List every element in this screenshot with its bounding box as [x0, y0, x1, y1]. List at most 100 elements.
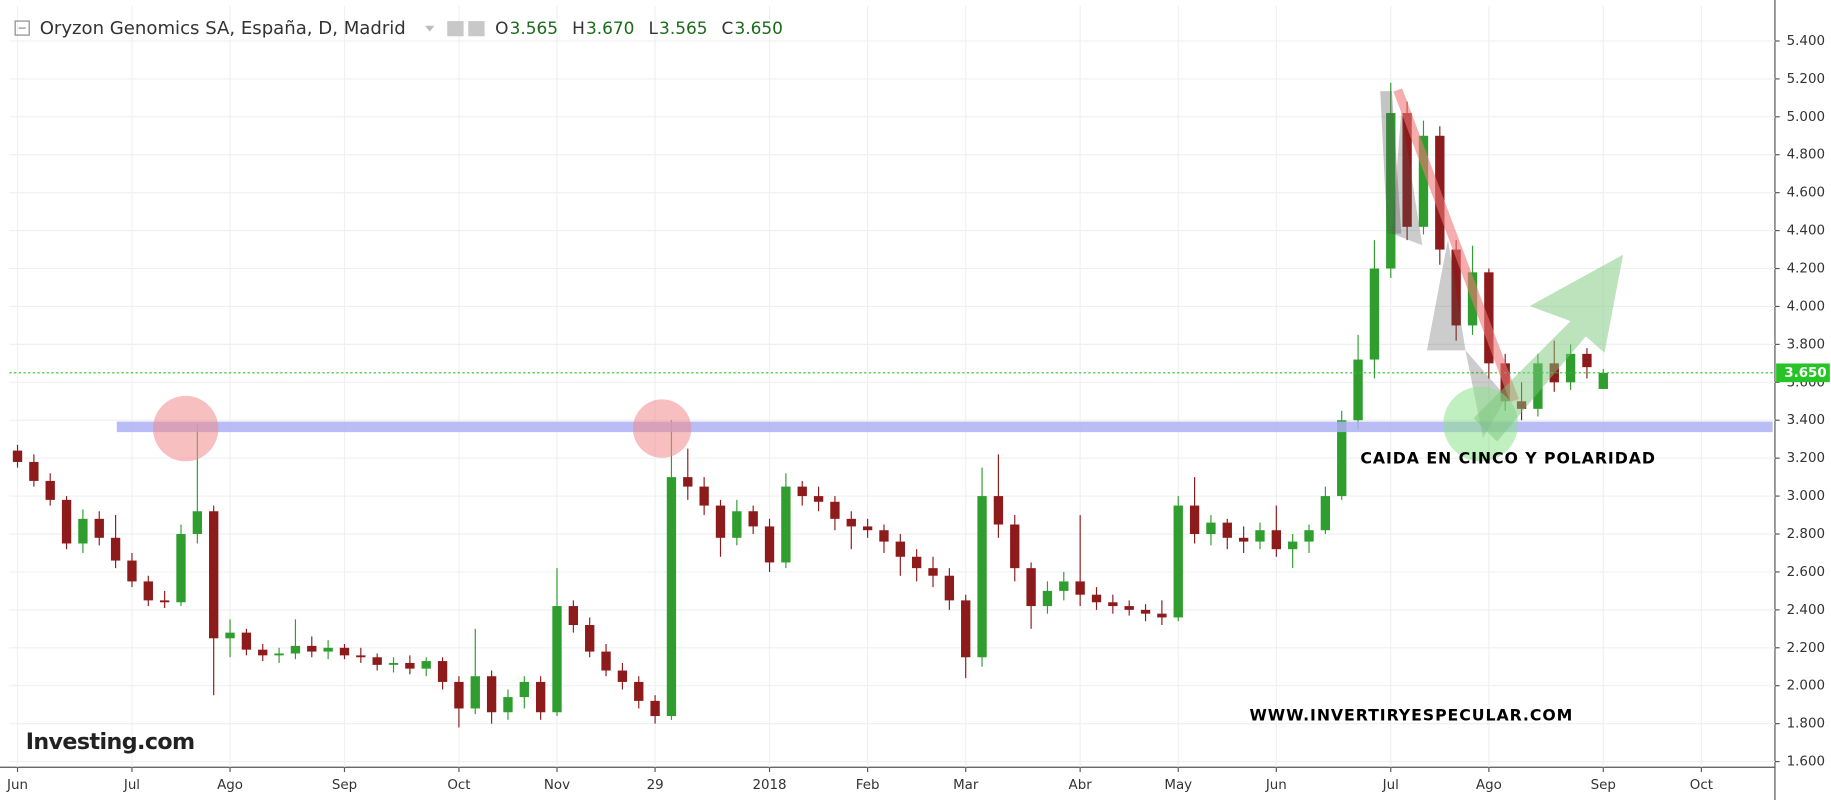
- candle-body: [1451, 249, 1461, 326]
- candle-body: [209, 511, 219, 639]
- candle-body: [1206, 522, 1216, 535]
- candle-body: [895, 541, 905, 557]
- wave-triangle: [1426, 239, 1466, 351]
- x-tick-label: 29: [647, 778, 664, 793]
- ohlc-value: 3.670: [586, 18, 634, 38]
- y-tick-label: 2.800: [1787, 527, 1825, 542]
- candle-body: [1337, 420, 1347, 497]
- y-tick-label: 5.000: [1787, 110, 1825, 125]
- ohlc-key: L: [648, 18, 658, 38]
- candle-body: [748, 511, 758, 527]
- candle-body: [356, 655, 366, 658]
- y-tick-label: 2.000: [1787, 679, 1825, 694]
- candle-body: [1484, 272, 1494, 364]
- candle-body: [715, 505, 726, 538]
- candles: [9, 82, 1775, 728]
- candle-body: [307, 645, 317, 652]
- settings-icon[interactable]: [468, 21, 485, 37]
- up-arrow: [1473, 254, 1624, 442]
- watermark: Investing.com: [26, 729, 195, 755]
- ohlc-value: 3.565: [510, 18, 558, 38]
- candle-body: [1140, 609, 1151, 614]
- x-tick-label: Feb: [856, 778, 880, 793]
- y-tick-label: 1.800: [1787, 717, 1825, 732]
- candle-body: [454, 681, 464, 709]
- annotation: WWW.INVERTIRYESPECULAR.COM: [1249, 705, 1573, 724]
- x-tick-label: Oct: [1690, 778, 1713, 793]
- candle-body: [1565, 353, 1576, 383]
- candle-body: [666, 477, 677, 717]
- x-tick-label: Jul: [1382, 778, 1399, 793]
- candle-body: [830, 501, 840, 519]
- candle-body: [1402, 113, 1412, 227]
- candle-body: [290, 645, 301, 654]
- y-tick-label: 1.600: [1787, 755, 1825, 770]
- candle-body: [650, 700, 660, 717]
- candle-body: [159, 600, 170, 603]
- x-tick-label: 2018: [752, 778, 786, 793]
- trend-line: [1393, 88, 1519, 403]
- candle-body: [1042, 590, 1053, 607]
- candle-body: [1418, 135, 1429, 227]
- candle-body: [405, 662, 415, 669]
- candle-body: [176, 534, 186, 603]
- candle-body: [993, 496, 1004, 525]
- candle-body: [437, 661, 448, 682]
- support-band: [116, 421, 1773, 433]
- y-tick-label: 3.800: [1787, 337, 1825, 352]
- candle-body: [241, 632, 252, 650]
- candle-body: [1304, 530, 1314, 542]
- y-tick-label: 5.200: [1787, 72, 1825, 87]
- wave-triangle: [1391, 110, 1423, 246]
- candle-body: [1059, 581, 1069, 591]
- candle-body: [486, 676, 497, 713]
- candle-body: [568, 606, 579, 626]
- candle-body: [977, 496, 987, 658]
- candle-body: [94, 518, 104, 538]
- candle-body: [143, 581, 153, 601]
- candle-body: [1010, 524, 1020, 569]
- candle-body: [879, 530, 889, 542]
- ohlc-value: 3.650: [735, 18, 783, 38]
- candle-body: [1271, 530, 1281, 550]
- candle-body: [519, 681, 529, 698]
- candle-body: [1157, 613, 1167, 618]
- wave-triangle: [1380, 91, 1402, 234]
- candle-body: [1222, 522, 1232, 538]
- candle-body: [1189, 505, 1200, 535]
- y-tick-label: 3.400: [1787, 413, 1825, 428]
- y-tick-label: 3.000: [1787, 489, 1825, 504]
- ohlc-readout: O 3.565 H 3.670 L 3.565 C 3.650: [495, 18, 783, 38]
- symbol-title: Oryzon Genomics SA, España, D, Madrid: [40, 18, 406, 39]
- y-tick-label: 4.400: [1787, 224, 1825, 239]
- candle-body: [764, 526, 775, 563]
- candle-body: [961, 600, 971, 658]
- candle-body: [1091, 594, 1102, 603]
- candle-body: [258, 649, 268, 656]
- settings-icon[interactable]: [447, 21, 464, 37]
- x-tick-label: Jun: [6, 778, 28, 793]
- x-tick-label: Sep: [1591, 778, 1616, 793]
- candle-body: [470, 676, 480, 709]
- ohlc-key: O: [495, 18, 508, 38]
- candle-body: [1108, 602, 1118, 607]
- candle-body: [503, 697, 513, 713]
- candle-body: [683, 477, 693, 487]
- ohlc-key: C: [722, 18, 734, 38]
- candle-body: [1288, 541, 1298, 550]
- collapse-icon[interactable]: [14, 20, 30, 36]
- candle-body: [535, 681, 546, 713]
- candle-body: [928, 568, 938, 576]
- candle-body: [1173, 505, 1183, 618]
- y-tick-label: 4.800: [1787, 148, 1825, 163]
- candle-body: [552, 606, 562, 713]
- candle-body: [1026, 568, 1036, 607]
- candle-body: [911, 556, 922, 569]
- y-tick-label: 5.400: [1787, 34, 1825, 49]
- candle-body: [12, 450, 23, 462]
- highlight-circle: [632, 399, 692, 458]
- dropdown-caret[interactable]: [425, 25, 435, 32]
